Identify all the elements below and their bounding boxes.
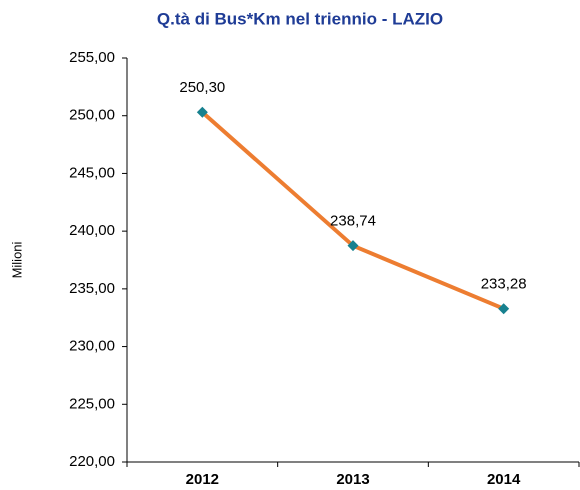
y-tick-label: 225,00 — [69, 395, 115, 412]
y-tick-label: 245,00 — [69, 164, 115, 181]
y-tick-label: 230,00 — [69, 338, 115, 355]
y-tick-label: 240,00 — [69, 222, 115, 239]
x-tick-label: 2012 — [186, 471, 219, 488]
marker — [196, 106, 208, 118]
y-tick-label: 235,00 — [69, 280, 115, 297]
y-tick-label: 255,00 — [69, 49, 115, 66]
y-tick-label: 220,00 — [69, 453, 115, 470]
y-tick-label: 250,00 — [69, 107, 115, 124]
data-label: 233,28 — [481, 276, 527, 293]
y-axis-label: Milioni — [9, 241, 24, 278]
x-tick-label: 2013 — [336, 471, 369, 488]
chart-title: Q.tà di Bus*Km nel triennio - LAZIO — [157, 9, 443, 28]
marker — [498, 303, 510, 315]
data-label: 250,30 — [179, 79, 225, 96]
x-tick-label: 2014 — [487, 471, 521, 488]
line — [201, 110, 505, 311]
data-label: 238,74 — [330, 213, 376, 230]
marker — [347, 240, 359, 252]
